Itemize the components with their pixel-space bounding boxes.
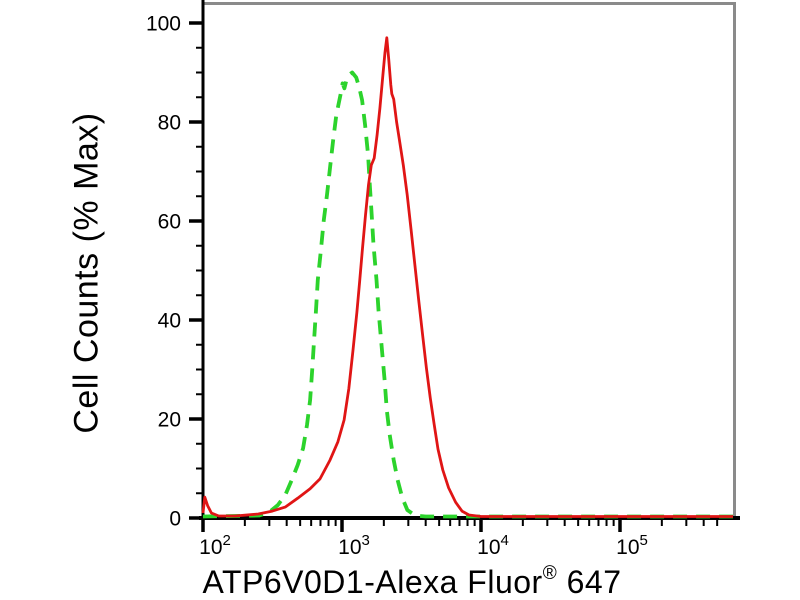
x-minor-tick — [243, 517, 246, 526]
y-tick-label: 60 — [158, 211, 181, 234]
x-minor-tick — [458, 517, 461, 526]
x-minor-tick — [521, 517, 524, 526]
x-minor-tick — [449, 517, 452, 526]
x-minor-tick — [563, 517, 566, 526]
x-minor-tick — [473, 517, 476, 526]
x-minor-tick — [334, 517, 337, 526]
x-minor-tick — [685, 517, 688, 526]
x-minor-tick — [605, 517, 608, 526]
y-major-tick — [189, 318, 203, 322]
x-minor-tick — [407, 517, 410, 526]
x-minor-tick — [268, 517, 271, 526]
y-tick-label: 0 — [169, 508, 181, 531]
x-minor-tick — [327, 517, 330, 526]
x-major-tick — [618, 517, 622, 532]
y-minor-tick — [196, 195, 203, 198]
y-tick-label: 20 — [158, 409, 181, 432]
x-minor-tick — [588, 517, 591, 526]
y-tick-label: 40 — [158, 310, 181, 333]
x-minor-tick — [612, 517, 615, 526]
x-minor-tick — [285, 517, 288, 526]
x-minor-tick — [702, 517, 705, 526]
y-major-tick — [189, 516, 203, 520]
y-tick-label: 100 — [146, 13, 181, 36]
x-tick-label: 102 — [199, 532, 231, 559]
red-solid-curve — [201, 36, 733, 518]
x-minor-tick — [382, 517, 385, 526]
registered-trademark-icon: ® — [542, 563, 558, 585]
y-minor-tick — [196, 368, 203, 371]
x-minor-tick — [716, 517, 719, 526]
y-minor-tick — [196, 46, 203, 49]
x-minor-tick — [546, 517, 549, 526]
y-minor-tick — [196, 442, 203, 445]
y-minor-tick — [196, 170, 203, 173]
green-dashed-curve — [202, 70, 733, 519]
x-tick-label: 105 — [616, 532, 648, 559]
x-minor-tick — [299, 517, 302, 526]
y-minor-tick — [196, 294, 203, 297]
x-minor-tick — [466, 517, 469, 526]
x-major-tick — [479, 517, 483, 532]
y-minor-tick — [196, 492, 203, 495]
plot-frame-top — [203, 2, 736, 5]
y-minor-tick — [196, 467, 203, 470]
y-minor-tick — [196, 145, 203, 148]
plot-frame-right — [733, 2, 736, 520]
y-major-tick — [189, 417, 203, 421]
x-minor-tick — [597, 517, 600, 526]
x-minor-tick — [310, 517, 313, 526]
x-minor-tick — [438, 517, 441, 526]
x-minor-tick — [660, 517, 663, 526]
y-minor-tick — [196, 343, 203, 346]
x-tick-label: 104 — [477, 532, 509, 559]
y-major-tick — [189, 120, 203, 124]
x-axis-title-text: ATP6V0D1-Alexa Fluor — [202, 564, 543, 600]
y-major-tick — [189, 219, 203, 223]
x-axis-title: ATP6V0D1-Alexa Fluor® 647 — [202, 563, 622, 600]
x-minor-tick — [577, 517, 580, 526]
y-minor-tick — [196, 244, 203, 247]
y-minor-tick — [196, 96, 203, 99]
y-minor-tick — [196, 269, 203, 272]
x-major-tick — [201, 517, 205, 532]
y-axis-line — [201, 0, 205, 522]
x-minor-tick — [319, 517, 322, 526]
x-axis-title-suffix: 647 — [557, 564, 622, 600]
y-minor-tick — [196, 71, 203, 74]
y-major-tick — [189, 21, 203, 25]
y-tick-label: 80 — [158, 112, 181, 135]
y-minor-tick — [196, 393, 203, 396]
x-major-tick — [340, 517, 344, 532]
x-minor-tick — [424, 517, 427, 526]
x-tick-label: 103 — [338, 532, 370, 559]
